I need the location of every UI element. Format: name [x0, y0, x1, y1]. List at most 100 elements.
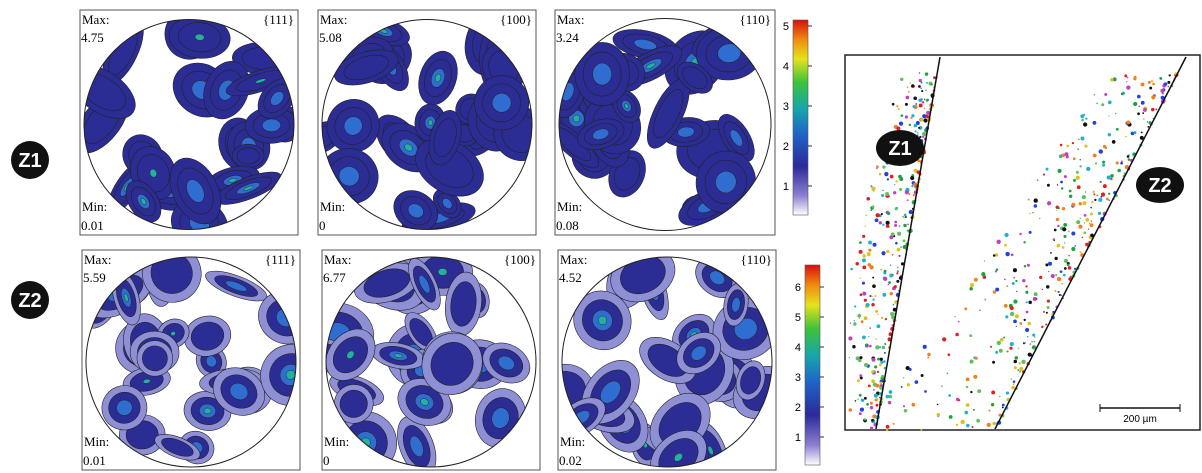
grain: [925, 72, 928, 75]
grain: [855, 400, 857, 402]
grain: [910, 82, 911, 83]
grain: [1124, 74, 1127, 77]
grain: [1083, 231, 1086, 234]
grain: [874, 365, 877, 368]
grain: [1048, 271, 1049, 272]
grain: [893, 423, 895, 425]
grain: [868, 263, 871, 266]
grain: [879, 364, 882, 367]
grain: [1021, 360, 1025, 364]
grain: [1000, 338, 1004, 342]
max-value: 6.77: [323, 270, 346, 285]
grain: [1143, 108, 1147, 112]
grain: [1152, 83, 1155, 86]
grain: [1015, 280, 1017, 282]
grain: [849, 357, 850, 358]
grain: [1084, 144, 1087, 147]
grain: [910, 117, 912, 119]
grain: [1068, 255, 1070, 257]
grain: [1061, 154, 1065, 158]
grain: [1058, 291, 1060, 293]
grain: [880, 269, 882, 271]
grain: [1031, 341, 1033, 343]
grain: [918, 85, 921, 88]
grain: [888, 281, 891, 284]
grain: [1056, 210, 1057, 211]
grain: [966, 378, 970, 382]
grain: [1060, 144, 1063, 147]
grain: [1025, 328, 1029, 332]
min-value: 0: [323, 453, 330, 468]
grain: [966, 386, 968, 388]
grain: [1079, 218, 1080, 219]
max-label: Max:: [82, 12, 109, 27]
grain: [1096, 103, 1098, 105]
grain: [919, 72, 920, 73]
pole-figure: Max:5.08{100}Min:0: [299, 6, 556, 240]
colorbar-tick-label: 4: [795, 342, 801, 354]
grain: [1138, 105, 1140, 107]
grain: [997, 341, 1001, 345]
grain: [915, 380, 919, 384]
grain: [1127, 77, 1129, 79]
grain: [996, 240, 1000, 244]
grain: [1121, 93, 1124, 96]
scale-bar-label: 200 µm: [1123, 414, 1157, 425]
grain: [1025, 285, 1027, 287]
grain: [908, 91, 910, 93]
grain: [1068, 266, 1072, 270]
grain: [897, 270, 899, 272]
grain: [882, 190, 883, 191]
grain: [987, 423, 991, 427]
grain: [1126, 81, 1127, 82]
grain: [1076, 176, 1080, 180]
grain: [1004, 279, 1005, 280]
grain: [872, 298, 874, 300]
min-label: Min:: [557, 199, 582, 214]
min-value: 0: [319, 218, 326, 233]
grain: [902, 216, 904, 218]
grain: [884, 352, 886, 354]
grain: [925, 89, 926, 90]
grain: [1046, 285, 1049, 288]
grain: [970, 391, 972, 393]
grain: [1029, 213, 1031, 215]
plane-label: {100}: [504, 252, 536, 267]
grain: [1085, 218, 1089, 222]
grain: [885, 318, 887, 320]
grain: [1034, 336, 1035, 337]
max-value: 4.52: [559, 270, 582, 285]
grain: [1100, 181, 1102, 183]
grain: [905, 103, 908, 106]
grain: [1053, 238, 1055, 240]
grain: [1063, 235, 1066, 238]
grain: [881, 251, 885, 255]
grain: [1093, 193, 1095, 195]
grain: [1167, 86, 1169, 88]
grain: [1033, 341, 1035, 343]
plane-label: {110}: [741, 252, 773, 267]
grain: [1101, 192, 1105, 196]
grain: [923, 345, 927, 349]
grain: [1024, 319, 1026, 321]
grain: [1072, 142, 1074, 144]
grain: [859, 250, 863, 254]
grain: [883, 277, 887, 281]
grain: [947, 373, 949, 375]
grain: [879, 221, 882, 224]
grain: [1027, 336, 1029, 338]
grain: [1064, 267, 1067, 270]
grain: [883, 360, 886, 363]
grain: [884, 270, 887, 273]
colorbar: [793, 20, 808, 215]
grain: [886, 221, 890, 225]
grain: [931, 83, 933, 85]
grain: [1042, 289, 1043, 290]
grain: [857, 314, 861, 318]
plane-label: {111}: [263, 12, 294, 27]
grain: [1004, 233, 1008, 237]
grain: [899, 177, 903, 181]
grain: [1013, 277, 1014, 278]
grain: [897, 267, 899, 269]
grain: [870, 406, 873, 409]
